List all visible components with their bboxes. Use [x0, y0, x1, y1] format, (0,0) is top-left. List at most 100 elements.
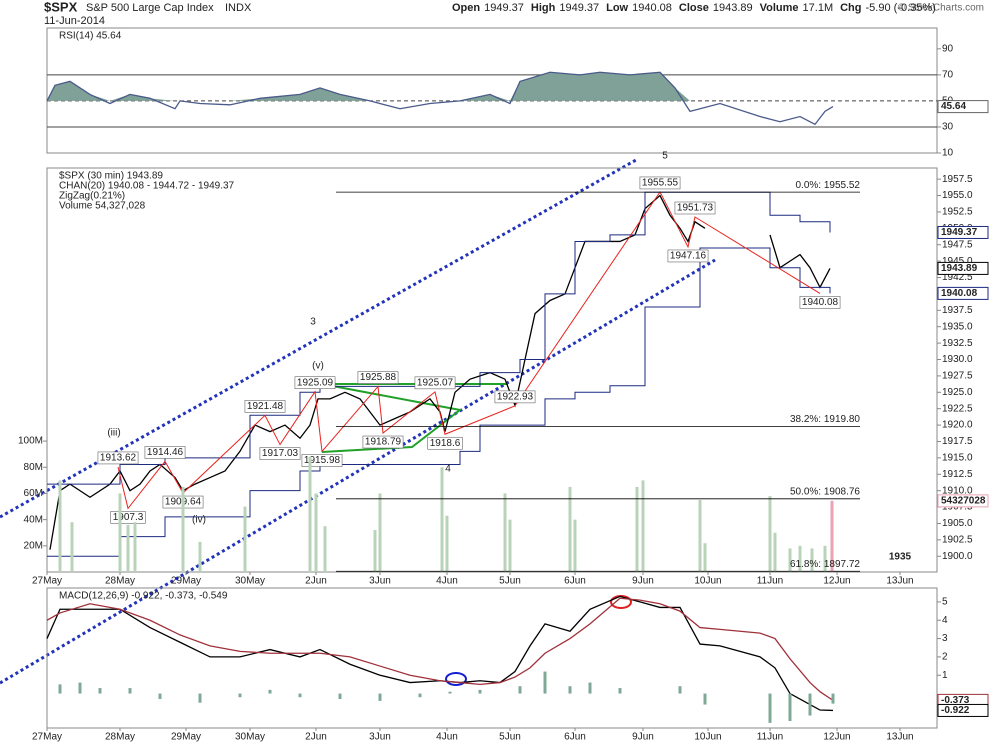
x-tick-label: 3Jun: [369, 732, 391, 743]
last-value: 1940.08: [941, 288, 978, 299]
x-tick-label: 10Jun: [694, 576, 721, 587]
bar: [98, 688, 102, 694]
bar: [773, 532, 777, 572]
x-tick-label: 5Jun: [499, 732, 521, 743]
swing-box: [357, 371, 399, 384]
swing-box: [259, 447, 301, 460]
wave-label: (v): [312, 361, 324, 372]
y-tick-label: 1920.0: [942, 420, 973, 431]
bar: [588, 682, 592, 694]
trend-line: [0, 258, 716, 685]
cross-marker: [610, 595, 632, 609]
x-tick-label: 2Jun: [305, 732, 327, 743]
fib-label: 50.0%: 1908.76: [790, 486, 860, 497]
swing-box: [799, 296, 841, 309]
bar: [58, 684, 62, 694]
bar: [768, 496, 772, 572]
rsi-fill: [47, 72, 833, 101]
x-tick-label: 28May: [105, 732, 135, 743]
bar: [478, 689, 482, 694]
bar: [373, 530, 377, 572]
swing-box: [427, 436, 463, 450]
bar: [440, 467, 444, 572]
symbol: $SPX: [44, 0, 78, 14]
name: S&P 500 Large Cap Index: [86, 2, 214, 14]
bar: [158, 693, 162, 700]
x-tick-label: 12Jun: [823, 576, 850, 587]
bar: [568, 486, 572, 572]
swing-box: [667, 249, 709, 263]
x-tick-label: 13Jun: [886, 732, 913, 743]
bar: [118, 493, 122, 572]
x-tick-label: 29May: [171, 576, 201, 587]
y-tick-label: 1930.0: [942, 354, 973, 365]
y-tick-label: 1: [942, 670, 948, 681]
swing-box: [301, 454, 343, 467]
wave-label: (iii): [107, 428, 120, 439]
bar: [445, 515, 449, 572]
bar: [70, 522, 74, 572]
bar: [238, 693, 242, 698]
quote-label: Low: [606, 2, 628, 14]
y-tick-label: 3: [942, 633, 948, 644]
x-tick-label: 13Jun: [886, 576, 913, 587]
y-tick-label: 90: [942, 43, 954, 54]
y-tick-label: 1947.5: [942, 239, 973, 250]
channel-line: [47, 247, 831, 557]
swing-box: [639, 176, 681, 190]
y-tick-label: 1935.0: [942, 321, 973, 332]
y-tick-label: 1922.5: [942, 403, 973, 414]
quote-value: 1949.37: [559, 2, 599, 14]
bar: [543, 671, 547, 694]
x-tick-label: 3Jun: [369, 576, 391, 587]
swing-label: 1921.48: [247, 401, 284, 412]
y-tick-label: 1932.5: [942, 338, 973, 349]
swing-label: 1917.03: [262, 448, 299, 459]
last-value-box: [937, 703, 989, 717]
x-tick-label: 27May: [32, 732, 62, 743]
x-tick-label: 9Jun: [632, 732, 654, 743]
swing-box: [674, 201, 716, 215]
y-tick-label: 1955.0: [942, 190, 973, 201]
quote-label: High: [531, 2, 556, 14]
bar: [78, 682, 82, 694]
bar: [788, 548, 792, 572]
bar: [133, 522, 137, 572]
bar: [518, 686, 522, 694]
bar: [503, 493, 507, 572]
bar: [298, 693, 302, 698]
bar: [808, 693, 812, 716]
quote-label: Chg: [840, 2, 861, 14]
x-tick-label: 30May: [235, 576, 265, 587]
panel: [46, 167, 938, 573]
bar: [198, 693, 202, 703]
y2-tick-label: 20M: [24, 540, 43, 551]
swing-label: 1922.93: [497, 392, 534, 403]
fib-label: 0.0%: 1955.52: [796, 180, 861, 191]
bar: [314, 493, 318, 572]
last-value-box: [937, 261, 989, 275]
bar: [268, 689, 272, 694]
series-line: [46, 597, 834, 701]
bar: [831, 693, 835, 704]
last-value: 1949.37: [941, 227, 978, 238]
bar: [308, 456, 312, 572]
legend-entry: Volume 54,327,028: [59, 201, 146, 212]
swing-box: [97, 451, 139, 465]
x-tick-label: 12Jun: [823, 732, 850, 743]
y2-tick-label: 80M: [24, 462, 43, 473]
bar: [703, 543, 707, 572]
bar: [568, 686, 572, 694]
swing-label: 1925.09: [297, 377, 334, 388]
cross-marker: [445, 672, 467, 686]
x-tick-label: 4Jun: [436, 576, 458, 587]
y-tick-label: 1912.5: [942, 469, 973, 480]
bar: [635, 486, 639, 572]
last-value: 1943.89: [941, 263, 978, 274]
bar: [378, 693, 382, 701]
y-tick-label: 30: [942, 122, 954, 133]
swing-label: 1955.55: [642, 178, 679, 189]
x-tick-label: 29May: [171, 732, 201, 743]
quote-value: 1940.08: [632, 2, 672, 14]
